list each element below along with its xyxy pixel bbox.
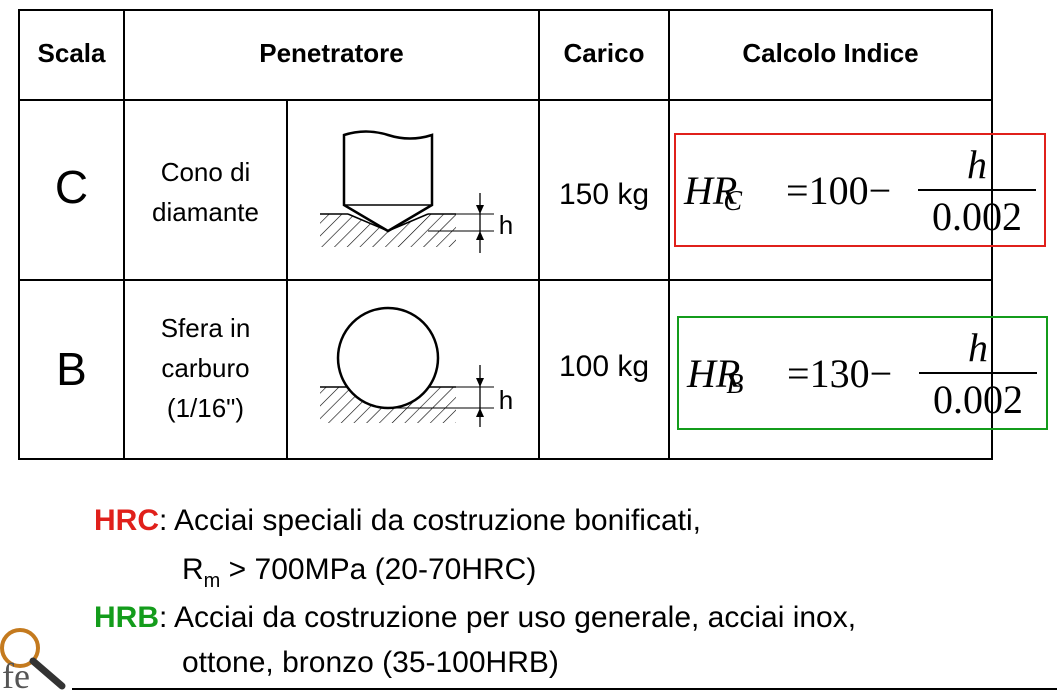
formula-numerator: h xyxy=(967,142,987,187)
formula-symbol: HR xyxy=(687,351,741,396)
note-hrc-rm: R xyxy=(182,553,204,586)
formula-hrc-fraction: h 0.002 xyxy=(918,135,1036,245)
row-c-indenter-desc: Cono di diamante xyxy=(125,152,286,232)
table-border-right xyxy=(991,9,993,460)
table-col-divider-inner xyxy=(286,99,288,460)
formula-minus: − xyxy=(869,351,893,396)
row-c-desc-line: diamante xyxy=(152,197,259,227)
formula-numerator: h xyxy=(968,325,988,370)
formula-denominator: 0.002 xyxy=(933,377,1023,422)
note-hrb-key: HRB xyxy=(94,601,159,634)
formula-constant: 100 xyxy=(808,168,869,213)
formula-hrc: HRC =100− h 0.002 xyxy=(676,135,1044,245)
row-c-desc-line: Cono di xyxy=(160,157,251,187)
note-hrb-line2: ottone, bronzo (35-100HRB) xyxy=(182,646,559,680)
formula-hrb-lhs: HRB xyxy=(687,350,757,400)
row-b-indenter-desc: Sfera in carburo (1/16") xyxy=(125,308,286,428)
table-row-divider xyxy=(18,279,993,281)
formula-subscript: C xyxy=(723,186,743,217)
header-indenter: Penetratore xyxy=(259,38,404,68)
carbide-ball-indenter-icon xyxy=(320,306,494,427)
formula-hrc-rhs: =100− xyxy=(786,167,891,214)
table-header-divider xyxy=(18,99,993,101)
row-c-h-label: h xyxy=(498,210,514,240)
note-hrb-text: Acciai da costruzione per uso generale, … xyxy=(174,601,857,634)
note-hrc-line2: Rm > 700MPa (20-70HRC) xyxy=(182,553,537,592)
header-scale: Scala xyxy=(37,38,106,68)
row-b-desc-line: carburo xyxy=(161,353,250,383)
table-border-bottom xyxy=(18,458,993,460)
note-colon: : xyxy=(159,601,168,634)
note-hrc-line1: HRC: Acciai speciali da costruzione boni… xyxy=(94,504,701,538)
formula-minus: − xyxy=(868,168,892,213)
diamond-cone-indenter-icon xyxy=(320,130,494,253)
note-hrb-text-2: ottone, bronzo (35-100HRB) xyxy=(182,646,559,679)
fraction-bar xyxy=(918,189,1036,191)
formula-hrb-fraction: h 0.002 xyxy=(919,318,1037,428)
formula-subscript: B xyxy=(726,369,744,400)
table-col-divider-2 xyxy=(538,9,540,460)
hardness-scale-table: Scala Penetratore Carico Calcolo Indice … xyxy=(18,9,1048,460)
fraction-bar xyxy=(919,372,1037,374)
note-hrb-line1: HRB: Acciai da costruzione per uso gener… xyxy=(94,601,856,635)
formula-hrb-rhs: =130− xyxy=(787,350,892,397)
formula-equals: = xyxy=(786,168,809,213)
row-b-h-label: h xyxy=(498,385,514,415)
note-hrc-rm-value: > 700MPa (20-70HRC) xyxy=(220,553,537,586)
footer-rule xyxy=(72,688,1057,690)
table-col-divider-3 xyxy=(668,9,670,460)
row-c-load: 150 kg xyxy=(558,178,650,211)
row-b-load: 100 kg xyxy=(558,350,650,383)
formula-constant: 130 xyxy=(809,351,870,396)
header-index: Calcolo Indice xyxy=(742,38,919,68)
note-hrc-text: Acciai speciali da costruzione bonificat… xyxy=(174,504,701,537)
table-border-left xyxy=(18,9,20,460)
row-b-desc-line: Sfera in xyxy=(160,313,251,343)
formula-equals: = xyxy=(787,351,810,396)
row-b-desc-line: (1/16") xyxy=(166,393,245,423)
formula-denominator: 0.002 xyxy=(932,194,1022,239)
row-c-scale: C xyxy=(54,161,89,213)
table-border-top xyxy=(18,9,993,11)
formula-box-hrc: HRC =100− h 0.002 xyxy=(674,133,1046,247)
note-hrc-key: HRC xyxy=(94,504,159,537)
formula-box-hrb: HRB =130− h 0.002 xyxy=(677,316,1048,430)
note-colon: : xyxy=(159,504,168,537)
formula-hrb: HRB =130− h 0.002 xyxy=(679,318,1046,428)
formula-symbol: HR xyxy=(684,168,738,213)
table-col-divider-1 xyxy=(123,9,125,460)
formula-hrc-lhs: HRC xyxy=(684,167,756,217)
row-b-scale: B xyxy=(56,343,87,395)
header-load: Carico xyxy=(563,38,645,68)
logo-text: fe xyxy=(2,656,30,691)
magnifier-logo-icon: fe xyxy=(0,628,66,691)
note-hrc-rm-sub: m xyxy=(203,570,221,592)
